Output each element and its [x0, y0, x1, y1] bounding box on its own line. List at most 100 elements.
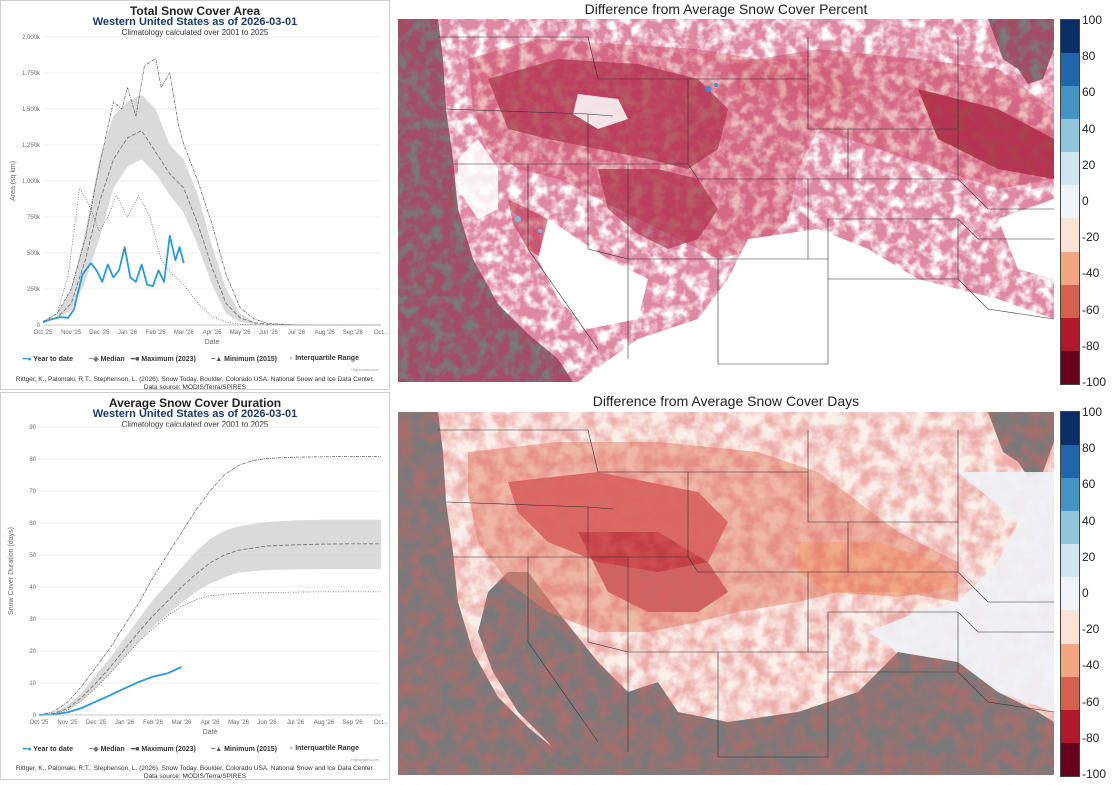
colorbar-tick-label: 20: [1082, 549, 1096, 564]
colorbar-tick-label: -20: [1082, 622, 1100, 637]
y-tick-label: 30: [29, 617, 36, 623]
y-tick-label: 500k: [27, 251, 41, 257]
snow-deficit-areas: [398, 19, 1054, 382]
y-tick-label: 1,000k: [22, 179, 41, 185]
y-axis-title: Area (sq km): [10, 161, 17, 201]
series-year-to-date: [42, 234, 185, 323]
x-tick-label: Sep '26: [343, 330, 364, 336]
snow-cover-days-difference-map[interactable]: [398, 412, 1055, 775]
chart-note: Climatology calculated over 2001 to 2025: [121, 28, 269, 37]
colorbar-segment: [1061, 218, 1079, 252]
colorbar-segment: [1061, 20, 1079, 54]
colorbar-tick-label: 0: [1082, 194, 1089, 208]
chart-subtitle: Western United States as of 2026-03-01: [92, 16, 298, 28]
top-map-colorbar: [1060, 19, 1080, 385]
x-tick-label: Feb '26: [146, 330, 166, 336]
colorbar-tick-label: -100: [1082, 375, 1107, 389]
snow-day-deficit-areas: [398, 412, 1054, 775]
chart-title: Total Snow Cover Area: [129, 4, 261, 18]
series-maximum-2023: [38, 456, 381, 716]
data-source: Data source: MODIS/Terra/SPIRES: [143, 773, 247, 780]
x-tick-label: Feb '26: [143, 720, 163, 726]
x-tick-label: Dec '25: [86, 720, 107, 726]
x-tick-label: Jul '26: [288, 330, 306, 336]
bottom-map-colorbar: [1060, 411, 1080, 777]
y-tick-label: 1,500k: [22, 107, 41, 113]
legend-item-iqr[interactable]: ● Interquartile Range: [289, 745, 359, 752]
legend-item-minimum[interactable]: ┄▲ Minimum (2015): [211, 746, 278, 753]
colorbar-segment: [1061, 445, 1079, 479]
bottom-map-colorbar-labels: 100 80 60 40 20 0 -20 -40 -60 -80 -100: [1082, 405, 1118, 781]
state-borders: [438, 36, 1055, 365]
chart-title: Average Snow Cover Duration: [108, 396, 282, 410]
legend-item-year-to-date[interactable]: ━● Year to date: [23, 356, 73, 363]
colorbar-tick-label: 20: [1082, 157, 1096, 172]
x-tick-label: Jun '26: [259, 330, 279, 336]
x-tick-label: Nov '25: [57, 720, 78, 726]
colorbar-tick-label: 40: [1082, 121, 1096, 136]
colorbar-segment: [1061, 643, 1079, 677]
colorbar-segment: [1061, 610, 1079, 644]
y-axis-title: Snow Cover Duration (days): [8, 527, 15, 615]
citation: Rittger, K., Palomaki, R.T., Stephenson,…: [9, 376, 381, 392]
colorbar-tick-label: -20: [1082, 230, 1100, 245]
y-tick-label: 0: [37, 323, 41, 329]
legend-item-iqr[interactable]: ● Interquartile Range: [289, 355, 359, 362]
chart-subtitle: Western United States as of 2026-03-01: [92, 408, 298, 420]
series-year-to-date: [38, 666, 182, 716]
top-map-title: Difference from Average Snow Cover Perce…: [584, 1, 868, 17]
snow-cover-percent-difference-map[interactable]: [398, 19, 1055, 382]
x-axis-title: Date: [203, 729, 218, 736]
series-minimum-2015: [38, 591, 381, 716]
colorbar-segment: [1061, 412, 1079, 446]
legend-item-median[interactable]: ╌◆ Median: [89, 746, 125, 753]
colorbar-tick-label: -60: [1082, 302, 1100, 317]
citation-line: Rittger, K., Palomaki, R.T., Stephenson,…: [15, 376, 375, 383]
colorbar-tick-label: 0: [1082, 586, 1089, 600]
colorbar-segment: [1061, 478, 1079, 512]
y-tick-label: 70: [29, 489, 36, 495]
series-median: [38, 543, 381, 716]
colorbar-segment: [1061, 676, 1079, 710]
data-source: Data source: MODIS/Terra/SPIRES: [143, 384, 247, 391]
snow-cover-area-plot[interactable]: 0 250k 500k 750k 1,000k 1,250k 1,500k 1,750k 2,0…: [1, 1, 391, 391]
snow-cover-duration-chart-panel: Average Snow Cover Duration Western Unit…: [0, 392, 390, 780]
legend-item-minimum[interactable]: ┄▲ Minimum (2015): [211, 356, 278, 363]
colorbar-segment: [1061, 544, 1079, 578]
colorbar-tick-label: -100: [1082, 767, 1107, 781]
colorbar-tick-label: -40: [1082, 266, 1100, 281]
x-tick-label: Oct...: [374, 720, 389, 726]
state-borders: [438, 429, 1055, 758]
x-tick-label: Nov '25: [61, 330, 82, 336]
x-tick-label: Jan '26: [115, 720, 135, 726]
colorbar-segment: [1061, 53, 1079, 87]
series-minimum-2015: [42, 187, 381, 326]
x-tick-label: Jan '26: [118, 330, 138, 336]
highcharts-credit[interactable]: Highcharts.com: [351, 367, 379, 372]
series-maximum-2023: [42, 58, 381, 326]
colorbar-segment: [1061, 577, 1079, 611]
y-tick-label: 20: [29, 649, 36, 655]
colorbar-tick-label: -80: [1082, 730, 1100, 745]
x-tick-label: Oct '25: [30, 720, 49, 726]
highcharts-credit[interactable]: Highcharts.com: [351, 757, 379, 762]
colorbar-segment: [1061, 709, 1079, 743]
series-median: [42, 130, 381, 326]
x-tick-label: Jul '26: [287, 720, 305, 726]
legend-item-maximum[interactable]: ━■ Maximum (2023): [131, 356, 196, 363]
y-tick-label: 10: [29, 681, 36, 687]
legend-item-year-to-date[interactable]: ━● Year to date: [23, 746, 73, 753]
legend-item-median[interactable]: ╌◆ Median: [89, 356, 125, 363]
x-tick-label: Oct...: [374, 330, 389, 336]
x-tick-label: Aug '26: [314, 720, 335, 726]
x-tick-label: Mar '26: [172, 720, 192, 726]
y-tick-label: 80: [29, 457, 36, 463]
legend-item-maximum[interactable]: ━■ Maximum (2023): [131, 746, 196, 753]
snow-cover-duration-plot[interactable]: 0 10 20 30 40 50 60 70 80 90 Oct '25 Nov '25 Dec '25…: [1, 393, 391, 781]
x-tick-label: Jun '26: [257, 720, 277, 726]
colorbar-segment: [1061, 86, 1079, 120]
y-tick-label: 750k: [27, 215, 41, 221]
top-map-colorbar-labels: 100 80 60 40 20 0 -20 -40 -60 -80 -100: [1082, 13, 1118, 389]
citation: Rittger, K., Palomaki, R.T., Stephenson,…: [9, 765, 381, 781]
colorbar-segment: [1061, 152, 1079, 186]
